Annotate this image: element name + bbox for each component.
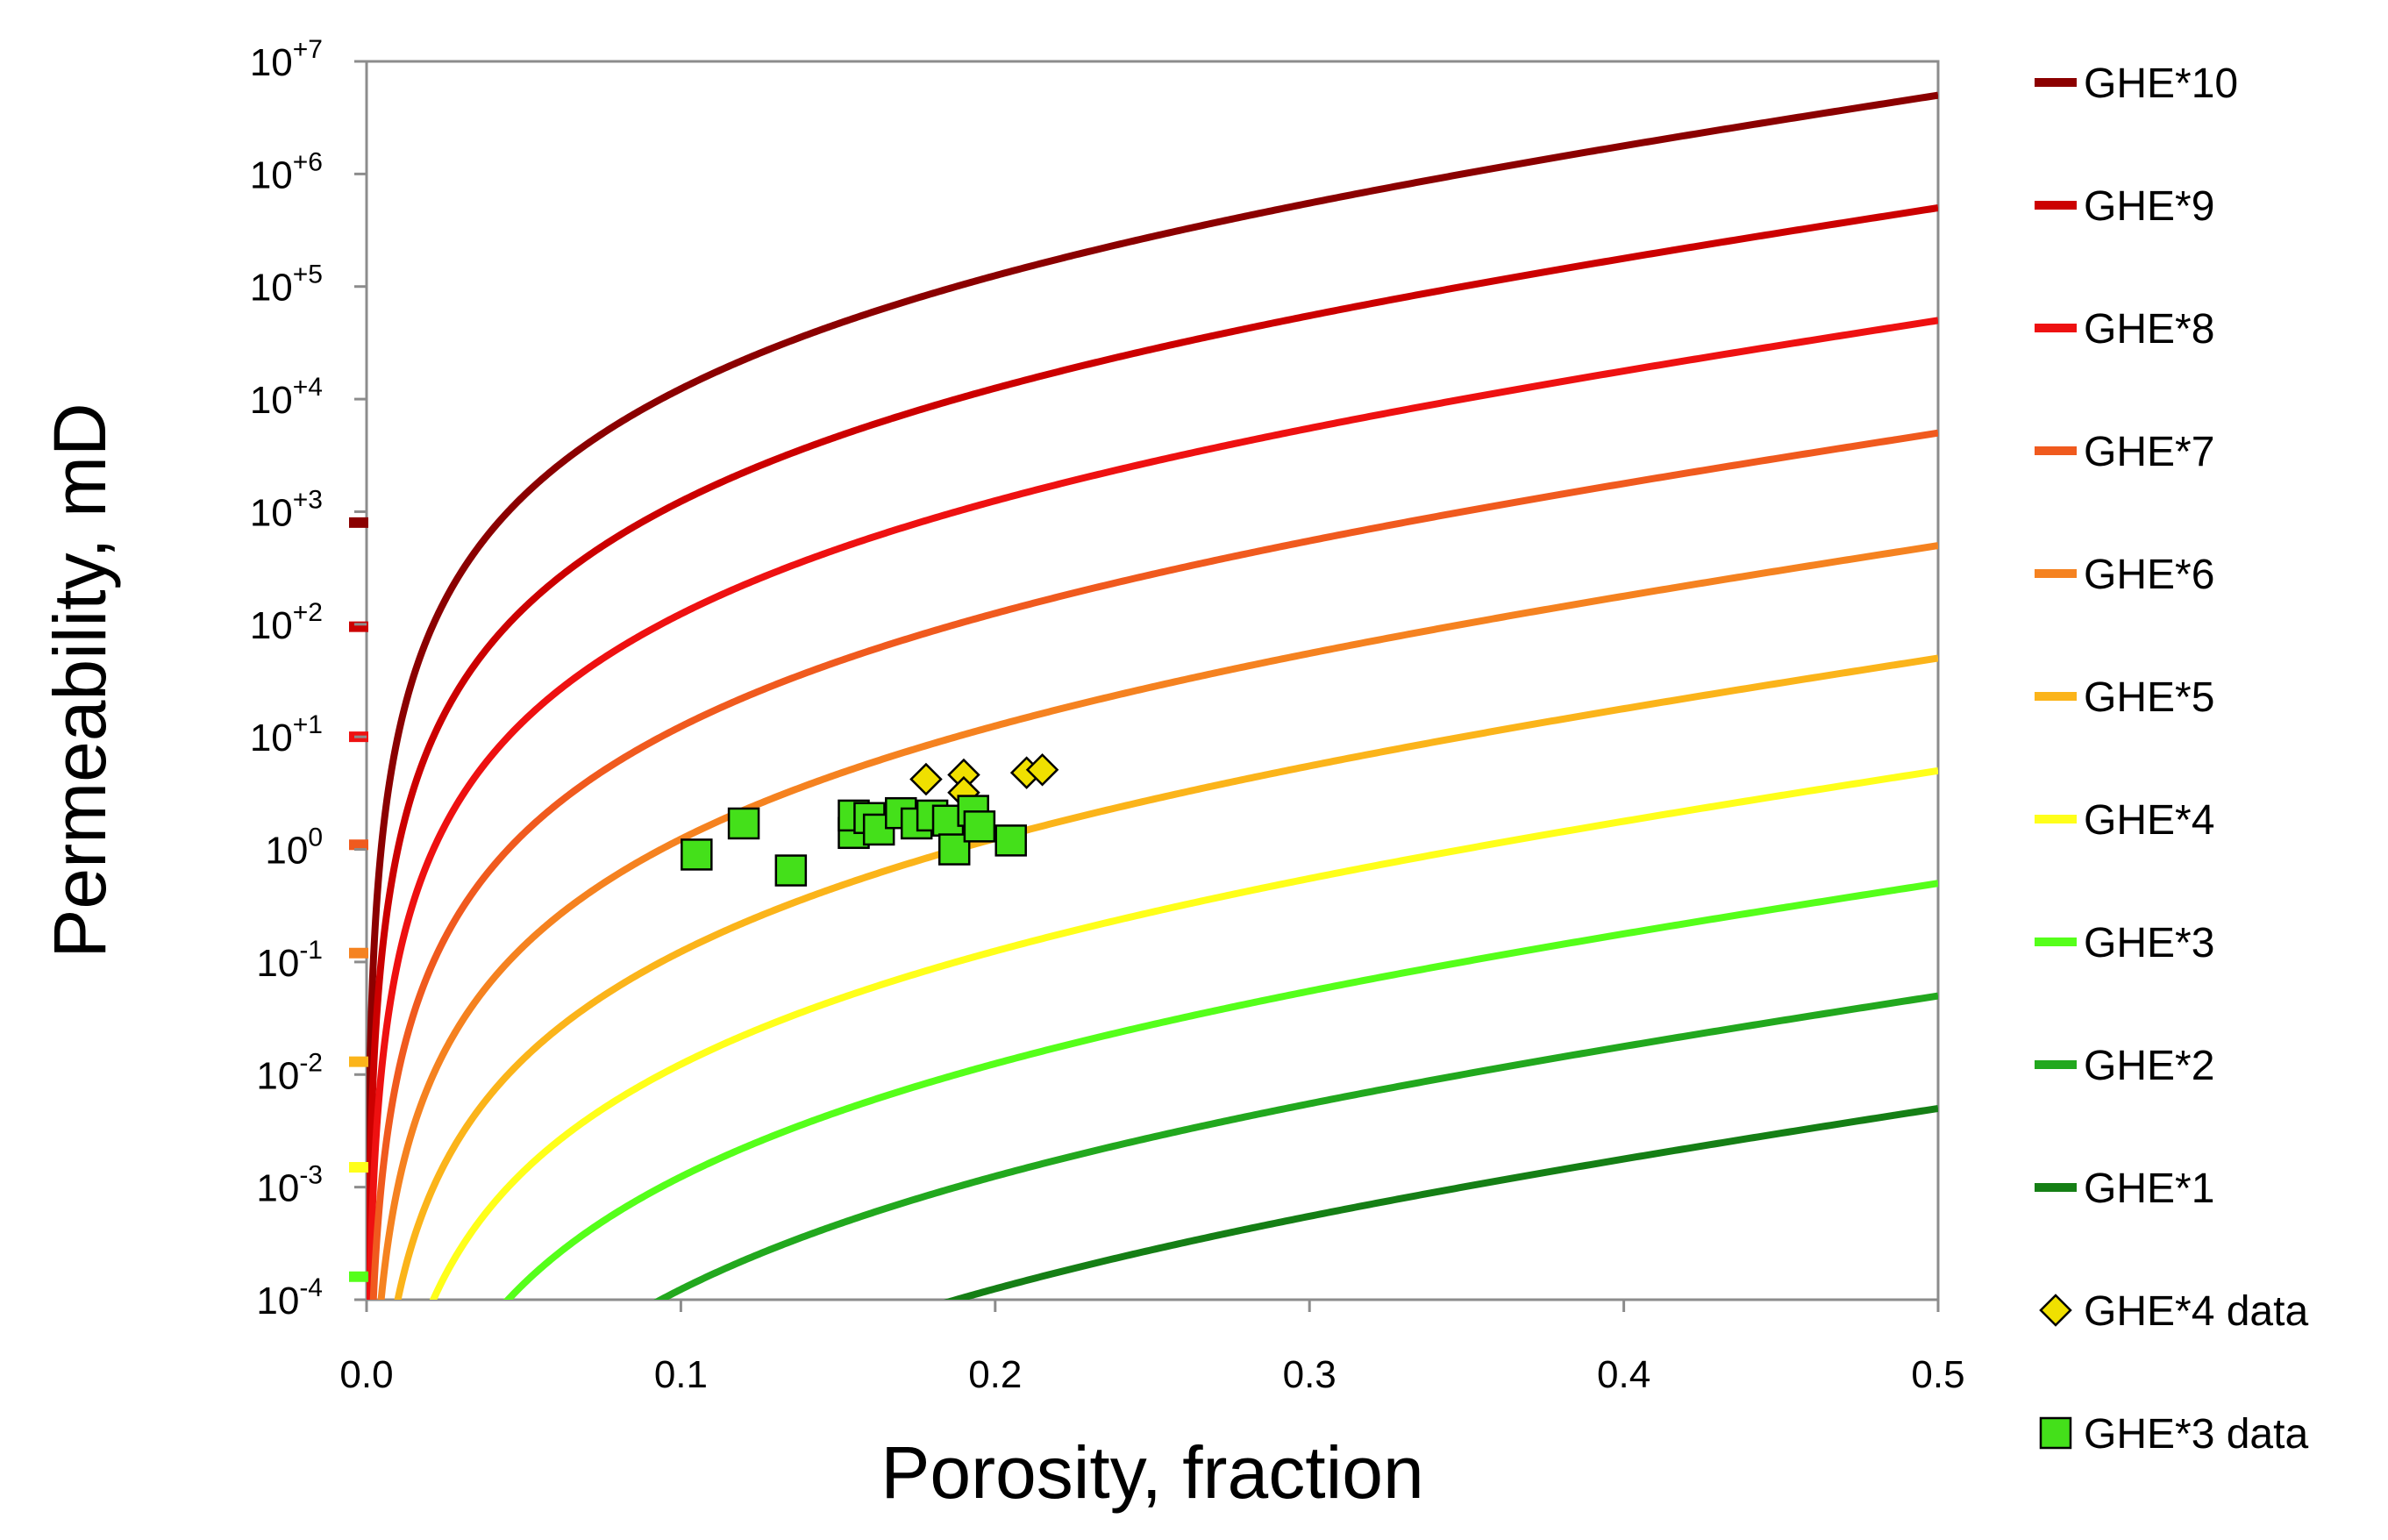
y-tick-label: 10-3 [256, 1161, 323, 1210]
legend-label: GHE*4 [2084, 797, 2214, 844]
y-tick-label: 10+3 [250, 485, 323, 534]
series-line-ghe-5 [394, 654, 1938, 1300]
y-tick-label: 10+7 [250, 35, 323, 84]
data-point-square [774, 854, 808, 887]
legend-label: GHE*6 [2084, 552, 2214, 598]
series-line-ghe-7 [369, 429, 1938, 1300]
data-point-square [963, 810, 996, 843]
y-tick-label: 10-2 [256, 1048, 323, 1097]
x-tick-label: 0.2 [968, 1353, 1022, 1396]
x-tick-label: 0.5 [1911, 1353, 1964, 1396]
series-line-ghe-10 [367, 91, 1938, 1300]
data-point-square [681, 838, 713, 871]
legend-swatch [2039, 1416, 2072, 1450]
x-axis-title: Porosity, fraction [880, 1431, 1423, 1514]
series-line-ghe-1 [943, 1104, 1938, 1300]
y-tick-label: 10-1 [256, 936, 323, 985]
x-tick-label: 0.0 [339, 1353, 393, 1396]
data-point-diamond [1025, 752, 1059, 787]
y-tick-label: 10+6 [250, 147, 323, 196]
series-line-ghe-8 [367, 317, 1938, 1300]
series-line-ghe-2 [653, 992, 1938, 1300]
series-line-ghe-6 [377, 542, 1938, 1300]
y-tick-label: 10-4 [256, 1273, 323, 1323]
series-line-ghe-4 [429, 766, 1938, 1300]
legend-label: GHE*9 [2084, 183, 2214, 230]
y-axis-title: Permeability, mD [39, 403, 121, 958]
legend-label: GHE*4 data [2084, 1288, 2308, 1335]
legend-swatch [2039, 1294, 2072, 1327]
y-tick-label: 100 [265, 823, 323, 873]
y-tick-label: 10+1 [250, 710, 323, 759]
legend-label: GHE*7 [2084, 429, 2214, 475]
x-tick-label: 0.1 [654, 1353, 708, 1396]
legend-label: GHE*3 [2084, 920, 2214, 966]
y-tick-label: 10+5 [250, 260, 323, 310]
series-line-ghe-3 [503, 880, 1938, 1300]
legend-label: GHE*10 [2084, 61, 2238, 107]
legend-label: GHE*8 [2084, 306, 2214, 353]
data-point-square [994, 824, 1027, 857]
legend-label: GHE*2 [2084, 1043, 2214, 1089]
x-tick-label: 0.3 [1283, 1353, 1337, 1396]
legend: GHE*10 GHE*9 GHE*8 GHE*7 GHE*6 GHE*5 GHE*4 GHE*… [2035, 61, 2308, 1458]
data-point-diamond [909, 762, 943, 796]
x-tick-label: 0.4 [1597, 1353, 1650, 1396]
y-tick-label: 10+2 [250, 598, 323, 647]
legend-label: GHE*3 data [2084, 1411, 2308, 1458]
y-tick-label: 10+4 [250, 373, 323, 422]
legend-label: GHE*5 [2084, 674, 2214, 721]
series-line-ghe-9 [367, 204, 1938, 1300]
data-point-square [727, 807, 760, 840]
legend-label: GHE*1 [2084, 1166, 2214, 1212]
